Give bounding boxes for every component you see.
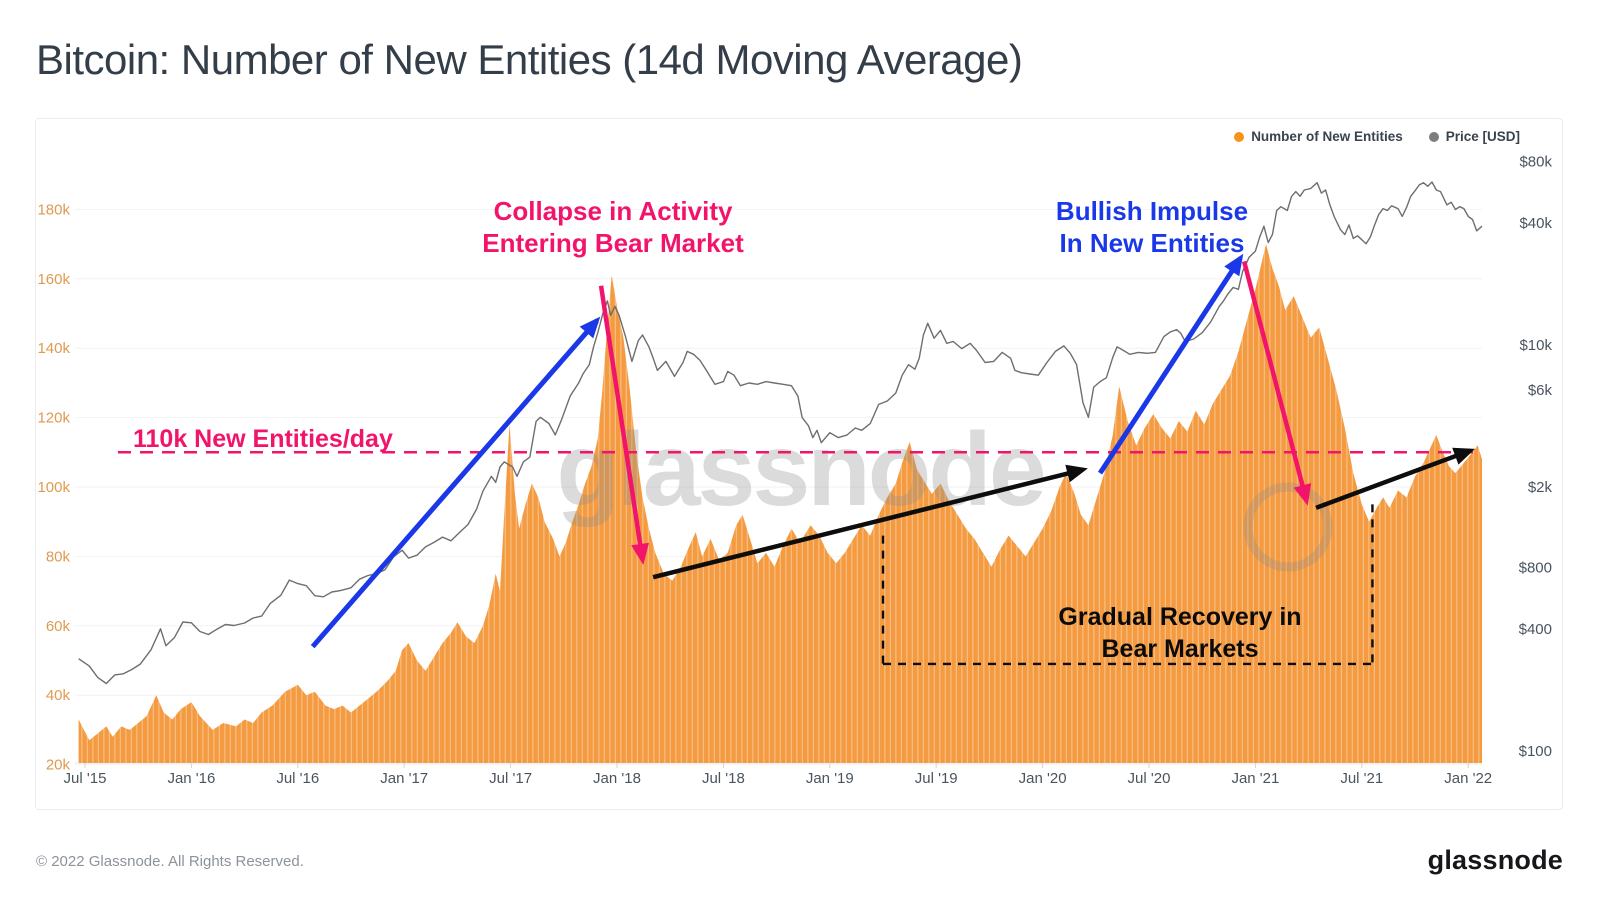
legend-label-new-entities: Number of New Entities [1251,129,1403,144]
x-axis-tick: Jul '20 [1128,770,1171,787]
page-title: Bitcoin: Number of New Entities (14d Mov… [36,36,1023,83]
legend-item-new-entities: Number of New Entities [1234,129,1403,144]
watermark-logo-circle [1243,482,1333,572]
right-axis-tick: $40k [1519,215,1552,232]
left-axis-tick: 60k [46,618,71,635]
legend-dot-new-entities [1234,131,1245,142]
legend-item-price: Price [USD] [1428,129,1520,144]
right-axis-tick: $800 [1519,560,1552,577]
right-axis-tick: $400 [1519,621,1552,638]
left-axis-tick: 80k [46,548,71,565]
x-axis-tick: Jul '18 [702,770,745,787]
x-axis-tick: Jul '21 [1340,770,1383,787]
footer-copyright: © 2022 Glassnode. All Rights Reserved. [36,853,304,870]
right-axis-tick: $2k [1528,479,1553,496]
x-axis-tick: Jul '17 [489,770,532,787]
legend: Number of New Entities Price [USD] [1234,129,1520,144]
left-axis-tick: 180k [37,201,70,218]
x-axis-tick: Jul '15 [64,770,107,787]
left-axis-tick: 120k [37,410,70,427]
annotation-arrow-pink-collapse-2018 [598,285,650,565]
x-axis-tick: Jul '16 [276,770,319,787]
legend-dot-price [1428,131,1439,142]
x-axis-tick: Jan '17 [380,770,428,787]
watermark-layer: glassnode [556,412,1333,572]
x-axis-tick: Jan '21 [1231,770,1279,787]
annotation-arrow-blue-impulse-2020-2021 [1097,253,1244,475]
right-axis-tick: $100 [1519,743,1552,760]
annotation-layer [117,253,1483,666]
x-axis-tick: Jan '18 [593,770,641,787]
left-axis-tick: 100k [37,479,70,496]
left-axis-tick: 140k [37,340,70,357]
left-axis-tick: 40k [46,687,71,704]
x-axis-tick: Jan '22 [1444,770,1492,787]
axis-labels-layer: 180k 160k 140k 120k 100k 80k 60k 40k 20k $80k $40k… [37,154,1552,787]
x-axis-tick: Jul '19 [915,770,958,787]
left-axis-tick: 20k [46,757,71,774]
annotation-arrow-black-recovery-2021-2022 [1315,447,1476,510]
new-entities-area-series [78,244,1483,764]
right-axis-tick: $10k [1519,337,1552,354]
annotation-arrow-pink-collapse-2021 [1241,260,1312,506]
annotation-arrow-black-recovery-2018-2020 [652,464,1088,580]
left-axis-tick: 160k [37,271,70,288]
x-axis-tick: Jan '20 [1019,770,1067,787]
legend-label-price: Price [USD] [1445,129,1520,144]
x-axis-tick: Jan '19 [806,770,854,787]
right-axis-tick: $6k [1528,382,1553,399]
annotation-arrow-blue-uptrend-2016-2017 [310,316,601,649]
watermark-text: glassnode [556,412,1044,528]
glassnode-logo: glassnode [1427,845,1563,875]
x-axis-tick: Jan '16 [167,770,215,787]
right-axis-tick: $80k [1519,154,1552,171]
